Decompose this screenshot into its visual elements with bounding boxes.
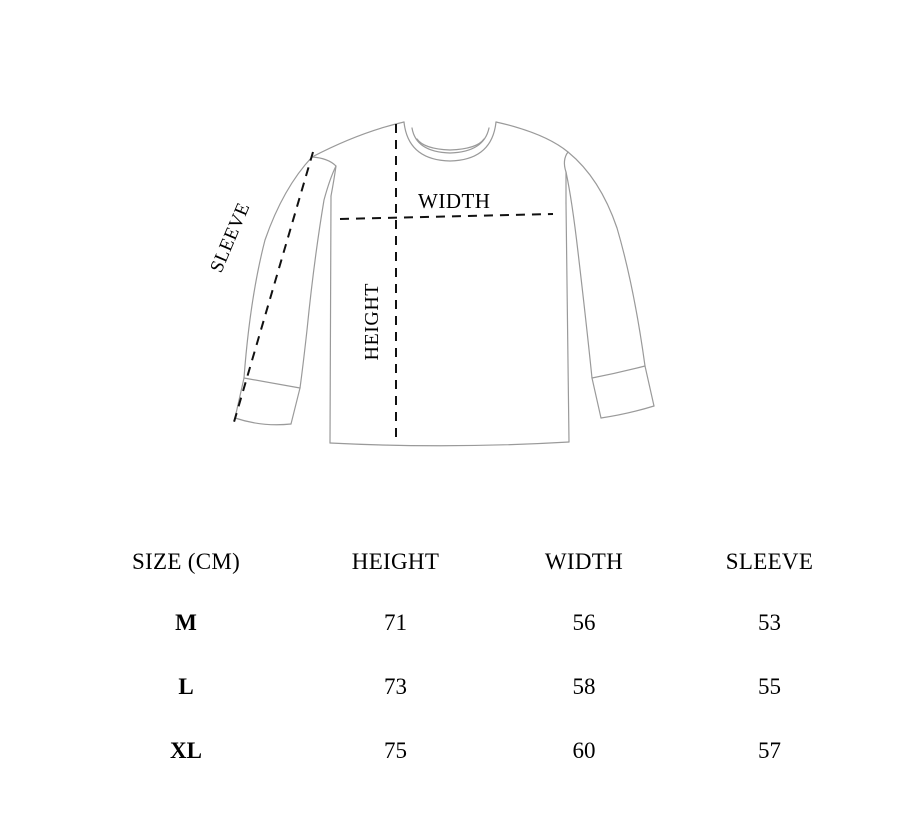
body-left-seam — [329, 195, 332, 444]
right-sleeve-outer-edge — [567, 151, 646, 367]
width-measure-line — [339, 213, 554, 220]
cell-width: 58 — [572, 674, 596, 699]
left-armhole-seam — [311, 156, 337, 197]
garment-illustration: WIDTH HEIGHT SLEEVE — [206, 121, 655, 447]
size-table-body: M 71 56 53 L 73 58 55 XL 75 60 57 — [70, 591, 860, 783]
right-shoulder-line — [495, 121, 569, 153]
left-cuff-bottom — [234, 417, 292, 426]
measurement-lines-group — [233, 124, 554, 443]
left-cuff-top — [243, 377, 301, 389]
neckline-outer — [403, 121, 497, 162]
garment-outline-group — [234, 121, 655, 447]
height-measure-label: HEIGHT — [361, 283, 383, 361]
cell-sleeve: 55 — [758, 674, 781, 699]
table-row: XL 75 60 57 — [70, 719, 860, 783]
right-armhole-seam — [563, 151, 569, 204]
cell-width: 60 — [572, 738, 596, 763]
garment-line-drawing — [233, 121, 655, 447]
left-shoulder-line — [311, 121, 405, 158]
table-row: L 73 58 55 — [70, 655, 860, 719]
left-cuff-outer — [234, 377, 245, 419]
cell-size: M — [175, 610, 197, 635]
right-cuff-outer — [644, 365, 655, 407]
right-cuff-bottom — [600, 405, 655, 419]
header-width: WIDTH — [544, 549, 624, 574]
header-height: HEIGHT — [351, 549, 440, 574]
left-cuff-inner — [290, 387, 301, 425]
collar-rib-line-1 — [411, 127, 490, 154]
right-sleeve-inner-edge — [565, 171, 593, 379]
width-measure-label: WIDTH — [418, 189, 491, 213]
size-table: SIZE (CM) HEIGHT WIDTH SLEEVE M 71 56 53… — [70, 533, 860, 783]
header-size: SIZE (CM) — [131, 549, 241, 574]
cell-height: 75 — [384, 738, 407, 763]
collar-rib-line-2 — [416, 138, 485, 151]
bottom-hem — [329, 441, 570, 447]
table-header-row: SIZE (CM) HEIGHT WIDTH SLEEVE — [70, 533, 860, 591]
cell-sleeve: 53 — [758, 610, 781, 635]
cell-height: 73 — [384, 674, 407, 699]
cell-width: 56 — [572, 610, 596, 635]
right-cuff-inner — [591, 377, 602, 419]
cell-size: L — [178, 674, 194, 699]
left-sleeve-outer-edge — [243, 156, 313, 379]
left-sleeve-inner-edge — [299, 165, 337, 389]
size-table-header: SIZE (CM) HEIGHT WIDTH SLEEVE — [70, 533, 860, 591]
cell-height: 71 — [384, 610, 407, 635]
header-sleeve: SLEEVE — [725, 549, 814, 574]
cell-size: XL — [170, 738, 202, 763]
cell-sleeve: 57 — [758, 738, 781, 763]
right-cuff-top — [591, 365, 646, 379]
table-row: M 71 56 53 — [70, 591, 860, 655]
body-right-seam — [565, 202, 570, 443]
